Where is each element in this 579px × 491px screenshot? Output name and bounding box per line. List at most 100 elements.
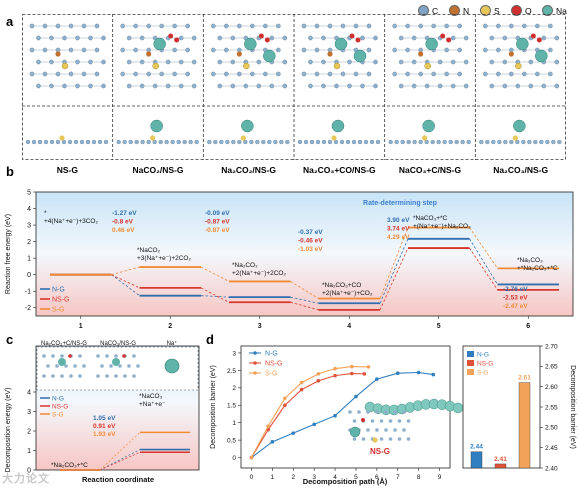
carbon-atom <box>373 83 378 89</box>
carbon-atom <box>101 59 106 65</box>
data-point <box>333 366 337 371</box>
y-tick-label: 1 <box>232 420 236 427</box>
y-tick-label: 0 <box>232 455 236 462</box>
carbon-atom <box>308 35 313 41</box>
carbon-atom <box>178 35 184 41</box>
step-label: * +4(Na⁺+e⁻)+3CO₂ <box>44 210 98 225</box>
end-state-label: *NaCO₃ +Na⁺+e⁻ <box>139 393 166 408</box>
carbon-atom <box>548 47 553 53</box>
carbon-atom <box>224 71 229 77</box>
carbon-atom <box>457 71 462 77</box>
series-S-G <box>249 364 371 460</box>
carbon-atom <box>402 428 406 432</box>
step-label: *NaCO₃+*C +(Na⁺+e⁻)+Na₂CO₃ <box>413 215 471 230</box>
carbon-atom <box>314 47 320 53</box>
side-view-atom <box>79 139 85 145</box>
bar <box>518 382 531 469</box>
side-view-atom <box>533 139 538 145</box>
side-view-atom <box>485 139 490 145</box>
carbon-atom <box>101 83 106 89</box>
y-tick-label: 2.60 <box>545 384 558 391</box>
x-axis-label: Reaction coordinate <box>266 331 343 332</box>
oxygen-atom <box>355 37 361 43</box>
carbon-atom <box>406 437 411 441</box>
start-state-label: *Na₂CO₃+*C <box>51 462 88 469</box>
carbon-atom <box>146 71 151 77</box>
side-view-atom <box>418 139 423 145</box>
data-point <box>291 431 296 435</box>
sodium-atom <box>153 37 166 51</box>
side-view-atom <box>255 139 260 145</box>
carbon-atom <box>361 437 366 441</box>
side-view-atom <box>91 139 97 145</box>
side-view-atom <box>351 139 357 145</box>
carbon-atom <box>82 364 86 368</box>
carbon-atom <box>101 35 106 41</box>
carbon-atom <box>75 59 80 65</box>
carbon-atom <box>308 83 313 89</box>
carbon-atom <box>373 59 378 65</box>
side-view-atom <box>122 139 127 145</box>
carbon-atom <box>496 23 501 29</box>
connector <box>290 281 319 299</box>
side-view-atom <box>73 139 79 145</box>
side-view-atom <box>164 139 169 145</box>
carbon-atom <box>502 35 508 41</box>
carbon-atom <box>347 59 352 65</box>
carbon-atom <box>353 23 359 29</box>
structure-cell <box>207 23 290 145</box>
energy-value-label: -2.53 eV <box>503 295 528 302</box>
nitrogen-atom <box>236 51 242 57</box>
panel-label-b: b <box>6 164 14 179</box>
bar <box>470 451 483 469</box>
structure-label: NaCO₃+C/NS-G <box>398 165 462 175</box>
atom-legend-item: C <box>418 5 438 16</box>
carbon-atom <box>405 71 410 77</box>
carbon-atom <box>88 83 93 89</box>
carbon-atom <box>123 374 127 378</box>
carbon-atom <box>327 71 333 77</box>
carbon-atom <box>437 59 443 65</box>
carbon-atom <box>51 354 55 358</box>
side-view-atom <box>67 139 73 145</box>
rate-determining-step-label: Rate-determining step <box>363 200 437 207</box>
y-tick-label: 1 <box>27 448 31 455</box>
carbon-atom <box>159 23 164 29</box>
carbon-atom <box>502 83 508 89</box>
carbon-atom <box>348 410 352 414</box>
panel-c-decomposition-energy-chart: Na₂CO₃+C/NS-G NaCO₃/NS-G Na⁺ 0 1 2 3 4 Decomposi… <box>5 340 200 484</box>
panel-label-d: d <box>206 332 214 347</box>
side-view-atom <box>309 139 315 145</box>
carbon-atom <box>397 437 402 441</box>
y-tick-label: 1 <box>27 256 31 263</box>
carbon-atom <box>321 83 326 89</box>
carbon-atom <box>29 71 35 77</box>
carbon-atom <box>457 23 462 29</box>
structure-label: Na₂CO₃/NS-G <box>493 165 549 175</box>
carbon-atom <box>352 437 357 441</box>
carbon-atom <box>276 47 281 53</box>
carbon-atom <box>191 35 197 41</box>
side-view-atom <box>491 139 496 145</box>
carbon-atom <box>60 354 64 358</box>
connector <box>379 247 409 311</box>
carbon-atom <box>96 354 100 358</box>
carbon-atom <box>366 410 370 414</box>
side-view-atom <box>303 139 309 145</box>
carbon-atom <box>463 35 469 41</box>
carbon-atom <box>230 35 236 41</box>
side-view-atom <box>243 139 248 145</box>
energy-value-label: -0.37 eV <box>298 229 323 236</box>
side-view-atom <box>170 139 175 145</box>
structure-label: NaCO₂/NS-G <box>132 165 184 175</box>
carbon-atom <box>139 35 145 41</box>
step-label: *NaCO₂ +3(Na⁺+e⁻)+2CO₂ <box>137 247 191 262</box>
side-view-atom <box>460 139 465 145</box>
data-point <box>395 371 400 375</box>
side-view-atom <box>557 139 562 145</box>
side-view-atom <box>509 139 514 145</box>
carbon-atom <box>535 23 540 29</box>
bar-value-label: 2.61 <box>518 375 531 382</box>
carbon-atom <box>431 23 436 29</box>
series-line <box>250 372 365 458</box>
